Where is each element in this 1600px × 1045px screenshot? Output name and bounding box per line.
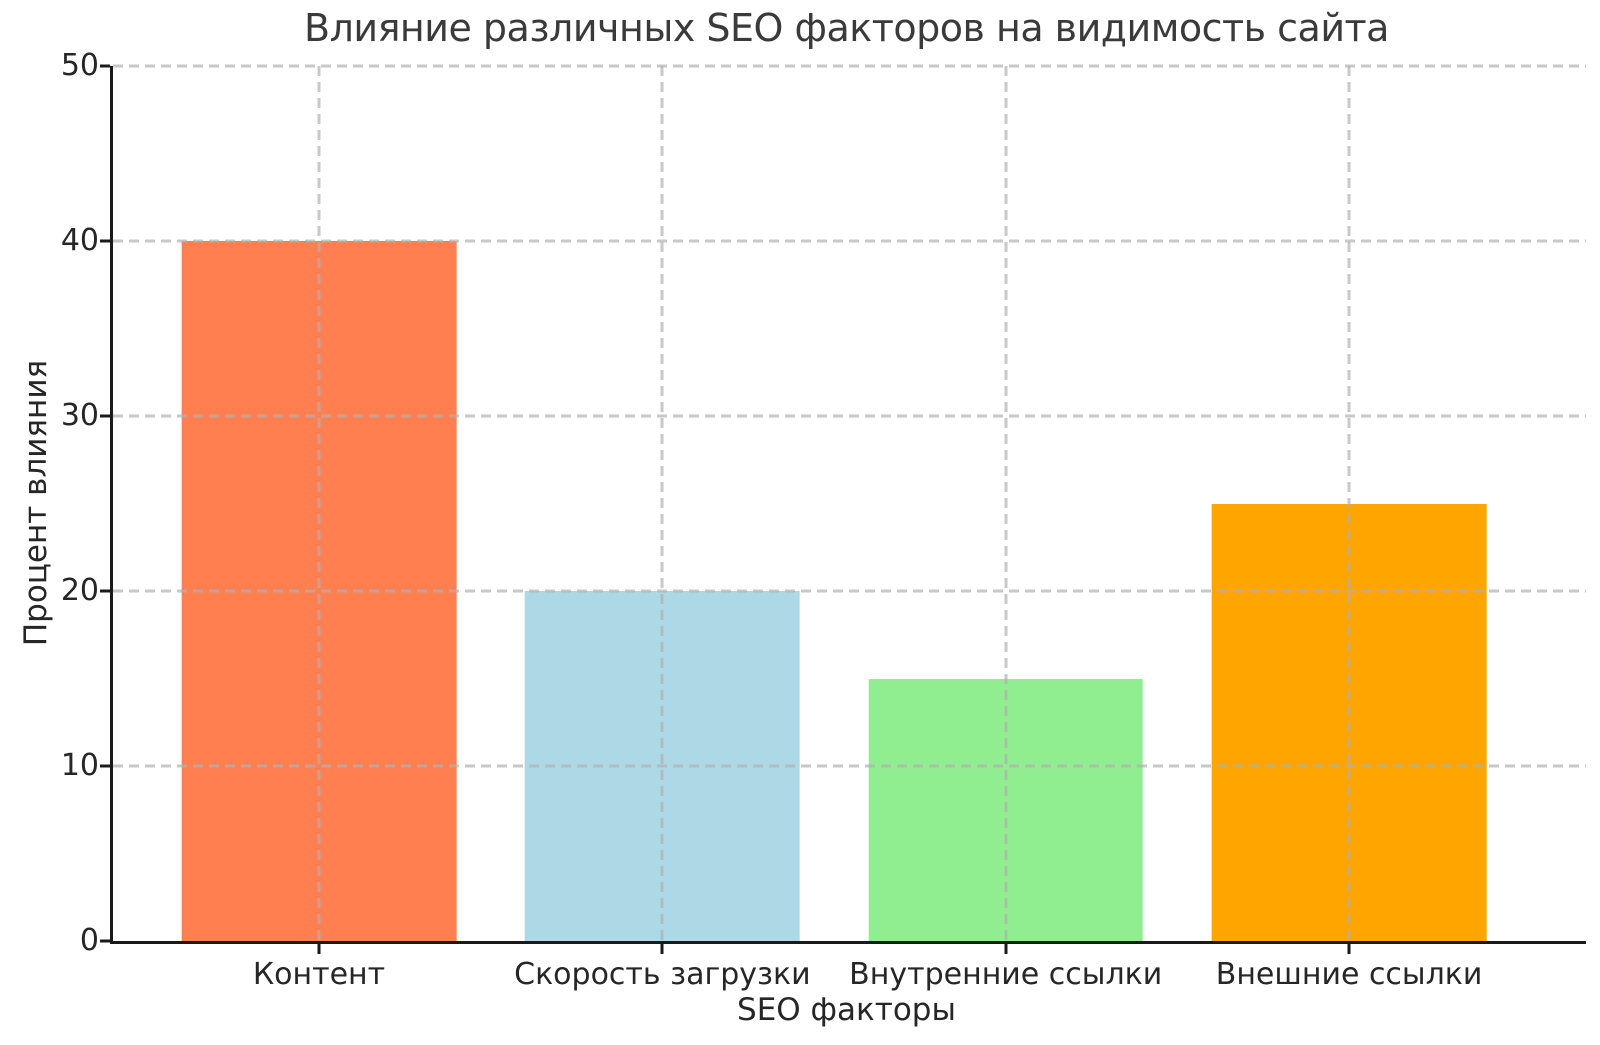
y-tick-mark-0 <box>100 939 110 943</box>
x-tick-label-3: Внутренние ссылки <box>849 957 1163 992</box>
gridline-y-40 <box>113 239 1586 243</box>
y-tick-mark-20 <box>100 589 110 593</box>
x-tick-mark-3 <box>1004 944 1008 954</box>
y-tick-mark-50 <box>100 64 110 68</box>
x-tick-label-2: Скорость загрузки <box>514 957 811 992</box>
x-tick-mark-2 <box>660 944 664 954</box>
x-tick-label-1: Контент <box>252 957 386 992</box>
y-tick-label-40: 40 <box>60 223 99 258</box>
gridline-x-3 <box>1004 66 1008 941</box>
gridline-x-4 <box>1347 66 1351 941</box>
gridline-x-1 <box>317 66 321 941</box>
y-axis-label: Процент влияния <box>18 359 54 647</box>
gridline-y-20 <box>113 589 1586 593</box>
y-tick-mark-10 <box>100 764 110 768</box>
gridline-x-2 <box>660 66 664 941</box>
gridline-y-10 <box>113 764 1586 768</box>
y-tick-label-50: 50 <box>60 48 99 83</box>
x-tick-mark-1 <box>317 944 321 954</box>
y-tick-label-0: 0 <box>79 923 99 958</box>
y-tick-label-20: 20 <box>60 573 99 608</box>
plot-area: 0 10 20 30 40 50 Контент Скорость загрузки Внутр… <box>61 51 1586 991</box>
gridline-y-50 <box>113 64 1586 68</box>
chart-title: Влияние различных SEO факторов на видимо… <box>304 6 1389 50</box>
y-tick-mark-30 <box>100 414 110 418</box>
y-tick-label-10: 10 <box>60 748 99 783</box>
y-tick-label-30: 30 <box>60 398 99 433</box>
y-tick-mark-40 <box>100 239 110 243</box>
x-tick-label-4: Внешние ссылки <box>1215 957 1483 992</box>
gridline-y-30 <box>113 414 1586 418</box>
x-tick-mark-4 <box>1347 944 1351 954</box>
x-axis-label: SEO факторы <box>737 992 956 1028</box>
